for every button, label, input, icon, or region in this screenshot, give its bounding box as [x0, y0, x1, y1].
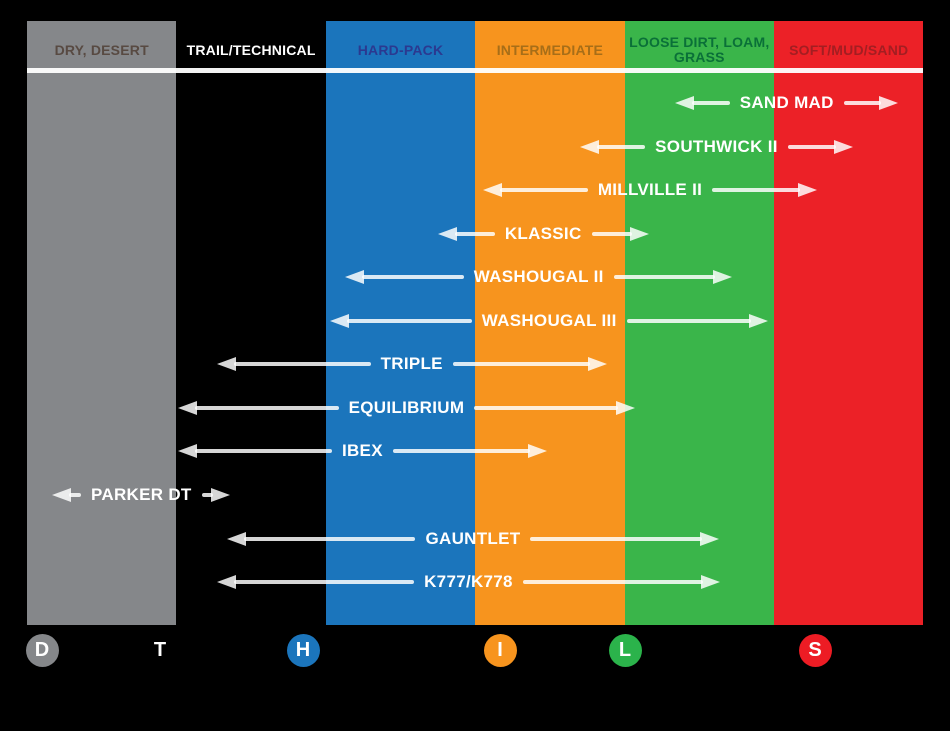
arrow-left-icon	[177, 400, 197, 415]
terrain-badge-T: T	[143, 634, 177, 667]
terrain-badge-letter: L	[618, 639, 632, 661]
arrow-line	[201, 492, 214, 497]
arrow-line	[474, 405, 619, 410]
tire-name: MILLVILLE II	[597, 180, 703, 200]
tire-name: K777/K778	[424, 572, 513, 592]
arrow-line	[692, 101, 730, 105]
terrain-badge-letter: T	[153, 639, 167, 661]
tire-range-gauntlet: GAUNTLET	[227, 529, 719, 549]
arrow-line	[362, 275, 464, 280]
tire-range-klassic: KLASSIC	[437, 223, 649, 244]
arrow-left-icon	[345, 270, 365, 285]
arrow-line	[522, 580, 704, 585]
tire-name: WASHOUGAL III	[481, 310, 617, 330]
terrain-column-trail-technical: TRAIL/TECHNICAL	[176, 21, 326, 625]
tire-name: PARKER DT	[90, 484, 192, 504]
arrow-right-icon	[701, 575, 721, 590]
arrow-left-icon	[482, 183, 502, 198]
terrain-column-label: TRAIL/TECHNICAL	[186, 41, 316, 58]
arrow-right-icon	[616, 400, 636, 415]
arrow-line	[452, 362, 590, 367]
terrain-column-label: LOOSE DIRT, LOAM, GRASS	[629, 34, 770, 65]
arrow-line	[843, 101, 881, 105]
arrow-left-icon	[52, 487, 72, 502]
arrow-line	[392, 449, 530, 454]
tire-name: EQUILIBRIUM	[348, 397, 465, 417]
terrain-badge-L: L	[608, 634, 642, 667]
arrow-left-icon	[330, 313, 350, 328]
arrow-left-icon	[177, 444, 197, 459]
terrain-column-label: INTERMEDIATE	[496, 41, 604, 58]
arrow-right-icon	[749, 313, 769, 328]
terrain-column-dry-desert: DRY, DESERT	[27, 21, 177, 625]
tire-range-millville-ii: MILLVILLE II	[482, 180, 818, 200]
terrain-column-label: HARD-PACK	[357, 41, 444, 58]
tire-name: WASHOUGAL II	[473, 267, 604, 287]
arrow-line	[233, 580, 415, 585]
arrow-left-icon	[216, 357, 236, 372]
terrain-badge-I: I	[483, 634, 517, 667]
terrain-badge-letter: I	[497, 639, 503, 661]
arrow-line	[347, 318, 472, 323]
arrow-line	[596, 144, 646, 149]
tire-name: SAND MAD	[739, 93, 834, 112]
tire-range-washougal-ii: WASHOUGAL II	[345, 267, 733, 287]
tire-name: TRIPLE	[380, 354, 443, 374]
terrain-badge-S: S	[798, 634, 832, 667]
tire-range-ibex: IBEX	[177, 441, 547, 461]
arrow-left-icon	[579, 139, 599, 154]
terrain-badge-letter: S	[808, 639, 822, 661]
arrow-right-icon	[587, 357, 607, 372]
arrow-line	[194, 449, 332, 454]
arrow-line	[626, 318, 752, 323]
arrow-right-icon	[798, 183, 818, 198]
terrain-column-soft-mud-sand: SOFT/MUD/SAND	[774, 21, 924, 625]
tire-name: IBEX	[341, 441, 383, 461]
arrow-line	[591, 231, 632, 236]
arrow-left-icon	[437, 226, 457, 241]
tire-range-southwick-ii: SOUTHWICK II	[579, 136, 854, 157]
arrow-line	[787, 144, 837, 149]
arrow-line	[712, 188, 801, 193]
header-underline	[27, 68, 923, 73]
terrain-column-intermediate: INTERMEDIATE	[475, 21, 625, 625]
arrow-left-icon	[675, 96, 695, 110]
terrain-badge-letter: D	[34, 639, 50, 661]
terrain-badge-letter: H	[295, 639, 311, 661]
terrain-column-label: DRY, DESERT	[54, 41, 149, 58]
arrow-line	[69, 492, 81, 497]
arrow-line	[613, 275, 716, 280]
terrain-column-label: SOFT/MUD/SAND	[789, 41, 909, 58]
tire-range-triple: TRIPLE	[216, 354, 607, 374]
tire-name: GAUNTLET	[425, 528, 521, 548]
arrow-line	[194, 405, 339, 410]
tire-name: SOUTHWICK II	[655, 136, 778, 156]
arrow-right-icon	[879, 96, 898, 110]
arrow-line	[233, 362, 371, 367]
arrow-line	[454, 231, 495, 236]
arrow-line	[244, 536, 416, 541]
arrow-right-icon	[834, 139, 854, 154]
tire-range-washougal-iii: WASHOUGAL III	[330, 310, 769, 331]
arrow-right-icon	[699, 531, 719, 546]
tire-range-parker-dt: PARKER DT	[52, 484, 231, 505]
terrain-badge-D: D	[25, 634, 59, 667]
tire-name: KLASSIC	[504, 223, 582, 243]
tire-range-equilibrium: EQUILIBRIUM	[177, 397, 636, 418]
tire-range-k777-k778: K777/K778	[216, 572, 721, 592]
arrow-right-icon	[527, 444, 547, 459]
arrow-right-icon	[713, 270, 733, 285]
arrow-left-icon	[227, 531, 247, 546]
tire-range-sand-mad: SAND MAD	[675, 93, 898, 113]
terrain-badge-H: H	[286, 634, 320, 667]
terrain-column-hard-pack: HARD-PACK	[325, 21, 476, 625]
arrow-right-icon	[211, 487, 231, 502]
arrow-left-icon	[216, 575, 236, 590]
arrow-line	[530, 536, 702, 541]
arrow-line	[499, 188, 588, 193]
arrow-right-icon	[629, 226, 649, 241]
